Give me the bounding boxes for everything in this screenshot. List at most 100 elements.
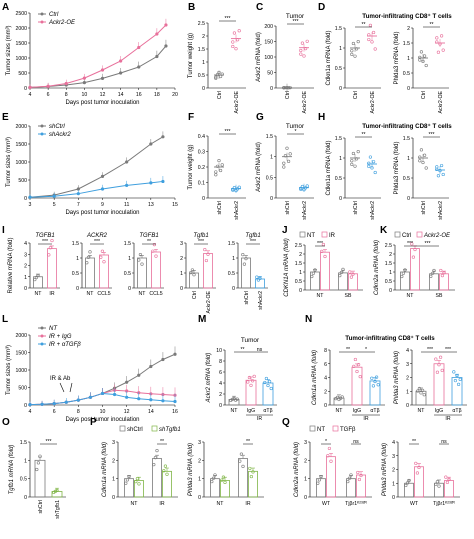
significance-label: *** bbox=[424, 241, 430, 247]
data-point bbox=[88, 250, 92, 254]
bar bbox=[451, 377, 463, 406]
data-point bbox=[138, 252, 142, 257]
y-tick-label: 0.5 bbox=[228, 271, 235, 277]
data-point bbox=[244, 257, 248, 261]
y-tick-label: 2 bbox=[219, 392, 222, 398]
significance-label: ns bbox=[257, 347, 263, 353]
annotation-ir-ab: IR & Ab bbox=[50, 376, 71, 382]
y-tick-label: 2 bbox=[198, 458, 201, 464]
bar bbox=[210, 478, 220, 498]
data-point bbox=[215, 164, 219, 168]
x-tick-label: shCtrl bbox=[353, 201, 359, 215]
legend-label: shCtrl bbox=[49, 124, 65, 130]
data-point bbox=[238, 459, 242, 463]
data-point bbox=[263, 380, 267, 385]
x-tick-label: Ctrl bbox=[217, 91, 223, 99]
x-tick-label: IgG bbox=[247, 408, 255, 414]
legend-swatch bbox=[309, 425, 316, 432]
y-tick-label: 1.5 bbox=[228, 241, 235, 247]
data-point bbox=[214, 173, 218, 177]
panel-letter-f: F bbox=[188, 112, 194, 123]
x-tick-label: 12 bbox=[124, 409, 130, 415]
y-tick-label: 0 bbox=[180, 286, 183, 292]
y-tick-label: 200 bbox=[264, 24, 273, 30]
y-axis-label: Cdkn1a mRNA (fold) bbox=[312, 350, 318, 405]
series-line bbox=[29, 45, 167, 88]
y-tick-label: 1 bbox=[407, 56, 410, 62]
bar bbox=[369, 380, 381, 406]
x-tick-label: 3 bbox=[29, 202, 32, 208]
y-tick-label: 3 bbox=[304, 440, 307, 446]
data-point bbox=[36, 461, 41, 465]
data-point bbox=[210, 479, 214, 484]
legend-label: Ctrl bbox=[402, 233, 411, 239]
y-tick-label: 1500 bbox=[15, 351, 27, 357]
significance-label: ** bbox=[147, 239, 151, 245]
data-point bbox=[367, 164, 371, 168]
bar bbox=[238, 458, 248, 498]
y-tick-label: 2 bbox=[180, 256, 183, 262]
y-tick-label: 2 bbox=[24, 264, 27, 270]
y-tick-label: 0.5 bbox=[385, 279, 392, 285]
data-point bbox=[316, 481, 320, 485]
bar bbox=[51, 491, 63, 498]
panel-title: Tumor-infiltrating CD8⁺ T cells bbox=[362, 123, 452, 130]
series-line bbox=[29, 180, 163, 198]
y-tick-label: 4 bbox=[219, 381, 222, 387]
y-axis-label: Phlda3 mRNA (fold) bbox=[382, 443, 388, 496]
data-point bbox=[214, 75, 218, 79]
y-tick-label: 0 bbox=[407, 86, 410, 92]
y-axis-label: Tumor weight (g) bbox=[188, 33, 194, 78]
data-point bbox=[248, 466, 252, 471]
y-axis-label: Phlda3 mRNA (fold) bbox=[394, 351, 400, 404]
data-point bbox=[214, 170, 218, 174]
x-tick-label: Ackr2-OE bbox=[206, 290, 212, 313]
legend-swatch bbox=[119, 425, 126, 432]
y-axis-label: Ackr2 mRNA (fold) bbox=[206, 353, 212, 404]
data-point bbox=[152, 243, 156, 247]
x-tick-label: 15 bbox=[172, 202, 178, 208]
legend-label: IR + IgG bbox=[49, 334, 72, 340]
data-point bbox=[206, 252, 210, 256]
y-tick-label: 1 bbox=[76, 256, 79, 262]
data-point bbox=[373, 170, 377, 175]
gene-title: ACKR2 bbox=[86, 233, 108, 239]
x-tick-label: 18 bbox=[154, 92, 160, 98]
x-tick-label: 7 bbox=[77, 202, 80, 208]
data-point bbox=[190, 268, 194, 272]
y-tick-label: 0.5 bbox=[198, 73, 205, 79]
data-point bbox=[351, 272, 355, 276]
data-point bbox=[436, 50, 441, 54]
y-tick-label: 3 bbox=[24, 252, 27, 258]
legend-marker bbox=[40, 342, 44, 346]
y-tick-label: 0.5 bbox=[124, 271, 131, 277]
data-point bbox=[350, 49, 354, 53]
annotation-arrow bbox=[59, 382, 65, 393]
x-tick-label: 14 bbox=[148, 409, 154, 415]
data-point bbox=[419, 391, 423, 395]
data-point bbox=[223, 480, 227, 484]
y-tick-label: 0 bbox=[339, 86, 342, 92]
legend-label: IR + αTGFβ bbox=[49, 342, 81, 348]
data-point bbox=[440, 274, 445, 278]
data-point bbox=[192, 273, 196, 277]
data-point bbox=[313, 268, 317, 272]
data-point bbox=[234, 47, 238, 51]
y-tick-label: 0 bbox=[392, 495, 395, 501]
y-tick-label: 0 bbox=[24, 403, 27, 409]
series-line bbox=[29, 24, 167, 88]
data-point bbox=[371, 384, 376, 388]
significance-label: ** bbox=[429, 22, 433, 28]
x-tick-label: NT bbox=[35, 291, 43, 297]
x-tick-label: shAckr2 bbox=[234, 201, 240, 220]
data-point bbox=[302, 54, 306, 58]
bar bbox=[137, 257, 147, 289]
x-tick-label: IR bbox=[49, 291, 54, 297]
data-point bbox=[437, 484, 441, 488]
data-point bbox=[439, 268, 443, 273]
data-point bbox=[323, 254, 327, 259]
data-point bbox=[264, 376, 269, 381]
data-point bbox=[410, 242, 414, 246]
y-tick-label: 1.5 bbox=[403, 41, 410, 47]
data-point bbox=[401, 271, 406, 275]
